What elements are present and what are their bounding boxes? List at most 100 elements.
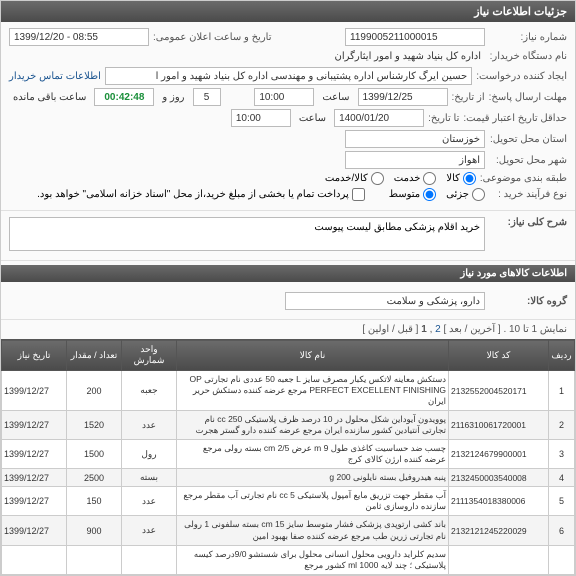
process-small-radio[interactable] bbox=[472, 188, 485, 201]
cell-unit: جعبه bbox=[122, 371, 177, 411]
cell-unit: عدد bbox=[122, 516, 177, 545]
cell-date bbox=[2, 545, 67, 574]
from-date: 1399/12/25 bbox=[358, 88, 448, 106]
province: خوزستان bbox=[345, 130, 485, 148]
table-row: 12132552004520171دستکش معاینه لاتکس یکبا… bbox=[2, 371, 575, 411]
from-time: 10:00 bbox=[254, 88, 314, 106]
table-row: 32132124679900001چسب ضد حساسیت کاغذی طول… bbox=[2, 440, 575, 469]
budget-service-label: خدمت bbox=[394, 173, 421, 184]
budget-goods-label: کالا bbox=[446, 173, 460, 184]
items-table: ردیف کد کالا نام کالا واحد شمارش تعداد /… bbox=[1, 339, 575, 575]
process-small-label: جزئی bbox=[446, 189, 469, 200]
cell-name: دستکش معاینه لاتکس یکبار مصرف سایز L جعب… bbox=[177, 371, 449, 411]
cell-name: باند کشی ارتوپدی پزشکی فشار متوسط سایز c… bbox=[177, 516, 449, 545]
buyer-org: اداره کل بنیاد شهید و امور ایثارگران bbox=[331, 49, 485, 64]
cell-date: 1399/12/27 bbox=[2, 440, 67, 469]
city: اهواز bbox=[345, 151, 485, 169]
cell-date: 1399/12/27 bbox=[2, 371, 67, 411]
process-label: نوع فرآیند خرید : bbox=[489, 189, 567, 200]
deadline-label: مهلت ارسال پاسخ: bbox=[489, 92, 567, 103]
pager: نمایش 1 تا 10 . [ آخرین / بعد ] 2 , 1 [ … bbox=[1, 320, 575, 339]
table-row: 62132121245220029باند کشی ارتوپدی پزشکی … bbox=[2, 516, 575, 545]
group-value: دارو، پزشکی و سلامت bbox=[285, 292, 485, 310]
budget-both-radio[interactable] bbox=[371, 172, 384, 185]
cell-code: 2111354018380006 bbox=[449, 487, 549, 516]
cell-n: 2 bbox=[549, 411, 575, 440]
items-section-title: اطلاعات کالاهای مورد نیاز bbox=[1, 265, 575, 282]
countdown: 00:42:48 bbox=[94, 88, 154, 106]
cell-qty: 1500 bbox=[67, 440, 122, 469]
cell-n bbox=[549, 545, 575, 574]
process-radio-group: جزئی متوسط bbox=[389, 188, 485, 201]
budget-goods-radio[interactable] bbox=[463, 172, 476, 185]
public-time-label: تاریخ و ساعت اعلان عمومی: bbox=[153, 32, 272, 43]
creator: حسین ایرگ کارشناس اداره پشتیبانی و مهندس… bbox=[105, 67, 472, 85]
cell-date: 1399/12/27 bbox=[2, 487, 67, 516]
need-no-label: شماره نیاز: bbox=[489, 32, 567, 43]
cell-code: 2132450003540008 bbox=[449, 469, 549, 487]
cell-code bbox=[449, 545, 549, 574]
cell-code: 2132552004520171 bbox=[449, 371, 549, 411]
pager-text1: نمایش 1 تا 10 . [ آخرین / بعد ] bbox=[441, 324, 567, 335]
table-row: 52111354018380006آب مقطر جهت تزریق مایع … bbox=[2, 487, 575, 516]
table-row: 22116310061720001پوویدون آیوداین شکل محل… bbox=[2, 411, 575, 440]
cell-n: 4 bbox=[549, 469, 575, 487]
cell-n: 5 bbox=[549, 487, 575, 516]
group-label: گروه کالا: bbox=[489, 296, 567, 307]
cell-unit bbox=[122, 545, 177, 574]
th-unit: واحد شمارش bbox=[122, 340, 177, 371]
cell-n: 6 bbox=[549, 516, 575, 545]
budget-radio-group: کالا خدمت کالا/خدمت bbox=[325, 172, 476, 185]
cell-qty: 200 bbox=[67, 371, 122, 411]
cell-code: 2132121245220029 bbox=[449, 516, 549, 545]
creator-label: ایجاد کننده درخواست: bbox=[476, 71, 567, 82]
cell-qty: 1520 bbox=[67, 411, 122, 440]
to-time-label: ساعت bbox=[295, 111, 330, 126]
to-date: 1400/01/20 bbox=[334, 109, 424, 127]
min-valid-label: حداقل تاریخ اعتبار قیمت: bbox=[463, 113, 567, 124]
budget-label: طبقه بندی موضوعی: bbox=[480, 173, 567, 184]
cell-name: پنبه هیدروفیل بسته نایلونی g 200 bbox=[177, 469, 449, 487]
province-label: استان محل تحویل: bbox=[489, 134, 567, 145]
pager-sep: , bbox=[427, 324, 433, 335]
cell-qty: 2500 bbox=[67, 469, 122, 487]
buyer-org-label: نام دستگاه خریدار: bbox=[489, 51, 567, 62]
to-time: 10:00 bbox=[231, 109, 291, 127]
th-code: کد کالا bbox=[449, 340, 549, 371]
desc-text: خرید اقلام پزشکی مطابق لیست پیوست bbox=[9, 217, 485, 251]
desc-label: شرح کلی نیاز: bbox=[489, 217, 567, 228]
process-medium-radio[interactable] bbox=[423, 188, 436, 201]
public-time: 1399/12/20 - 08:55 bbox=[9, 28, 149, 46]
payment-note: پرداخت تمام یا بخشی از مبلغ خرید،از محل … bbox=[37, 189, 349, 200]
cell-name: آب مقطر جهت تزریق مایع آمپول پلاستیکی cc… bbox=[177, 487, 449, 516]
contact-link[interactable]: اطلاعات تماس خریدار bbox=[9, 71, 101, 82]
cell-qty: 150 bbox=[67, 487, 122, 516]
cell-qty bbox=[67, 545, 122, 574]
remain-label: ساعت باقی مانده bbox=[9, 90, 90, 105]
cell-date: 1399/12/27 bbox=[2, 516, 67, 545]
budget-service-radio[interactable] bbox=[423, 172, 436, 185]
cell-unit: عدد bbox=[122, 411, 177, 440]
to-date-label: تا تاریخ: bbox=[428, 113, 459, 124]
need-no: 1199005211000015 bbox=[345, 28, 485, 46]
budget-both-label: کالا/خدمت bbox=[325, 173, 368, 184]
remain-days: 5 bbox=[193, 88, 221, 106]
cell-qty: 900 bbox=[67, 516, 122, 545]
cell-name: پوویدون آیوداین شکل محلول در 10 درصد ظرف… bbox=[177, 411, 449, 440]
th-name: نام کالا bbox=[177, 340, 449, 371]
cell-unit: عدد bbox=[122, 487, 177, 516]
cell-unit: بسته bbox=[122, 469, 177, 487]
th-row: ردیف bbox=[549, 340, 575, 371]
cell-code: 2116310061720001 bbox=[449, 411, 549, 440]
remain-days-label: روز و bbox=[158, 90, 188, 105]
table-row: 42132450003540008پنبه هیدروفیل بسته نایل… bbox=[2, 469, 575, 487]
from-date-label: از تاریخ: bbox=[452, 92, 485, 103]
payment-checkbox[interactable] bbox=[352, 188, 365, 201]
panel-title: جزئیات اطلاعات نیاز bbox=[1, 1, 575, 22]
from-time-label: ساعت bbox=[318, 90, 353, 105]
cell-unit: رول bbox=[122, 440, 177, 469]
process-medium-label: متوسط bbox=[389, 189, 420, 200]
cell-date: 1399/12/27 bbox=[2, 411, 67, 440]
cell-n: 3 bbox=[549, 440, 575, 469]
cell-name: سدیم کلراید دارویی محلول انسانی محلول بر… bbox=[177, 545, 449, 574]
